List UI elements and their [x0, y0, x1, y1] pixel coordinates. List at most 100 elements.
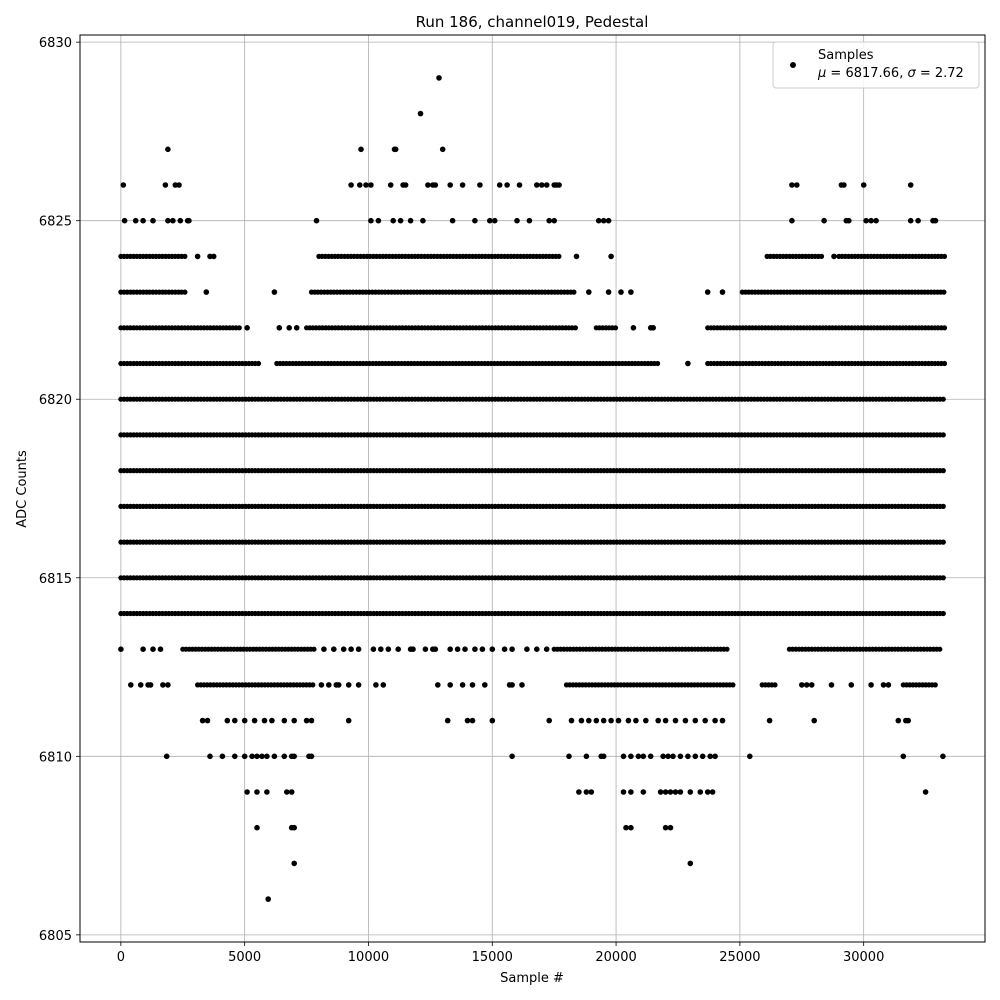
data-point — [724, 646, 730, 652]
y-tick-label: 6815 — [39, 572, 72, 587]
x-tick-label: 0 — [117, 950, 125, 965]
data-point — [496, 182, 503, 188]
data-point — [519, 682, 525, 688]
data-point — [543, 182, 550, 188]
data-point — [207, 753, 213, 760]
data-point — [620, 789, 627, 795]
data-point — [358, 146, 364, 153]
data-point — [271, 753, 278, 760]
data-point — [479, 646, 486, 652]
data-point — [534, 646, 540, 652]
data-point — [489, 646, 496, 652]
data-point — [264, 753, 270, 760]
data-point — [147, 682, 154, 688]
data-point — [265, 896, 272, 902]
data-point — [615, 717, 622, 724]
data-point — [417, 110, 424, 117]
data-point — [182, 253, 188, 259]
data-point — [573, 253, 580, 260]
plot-frame — [79, 34, 986, 943]
data-point — [803, 682, 810, 688]
data-point — [905, 717, 911, 724]
data-point — [310, 682, 316, 688]
data-point — [730, 682, 736, 688]
data-point — [210, 253, 217, 260]
data-point — [140, 646, 146, 652]
data-point — [702, 717, 708, 724]
data-point — [165, 146, 171, 153]
data-point — [308, 717, 315, 724]
data-point — [808, 682, 815, 688]
data-point — [284, 789, 290, 795]
data-point — [907, 182, 914, 188]
data-point — [454, 646, 461, 652]
data-point — [794, 182, 800, 188]
data-point — [526, 217, 533, 224]
data-point — [176, 182, 182, 188]
data-point — [118, 646, 124, 652]
legend-box — [772, 41, 980, 89]
data-point — [662, 717, 669, 724]
data-point — [697, 789, 704, 795]
data-point — [660, 753, 666, 760]
data-point — [254, 753, 260, 760]
data-point — [335, 682, 342, 688]
data-point — [291, 753, 298, 760]
data-point — [605, 289, 612, 295]
data-point — [271, 289, 278, 295]
data-point — [568, 717, 575, 724]
data-point — [232, 753, 238, 760]
data-point — [650, 325, 656, 331]
data-point — [432, 182, 439, 188]
data-point — [940, 503, 946, 509]
data-point — [940, 753, 946, 760]
data-point — [163, 753, 170, 760]
data-point — [410, 646, 416, 652]
data-point — [940, 610, 946, 617]
data-point — [655, 360, 661, 367]
data-point — [593, 717, 600, 724]
data-point — [799, 682, 805, 688]
data-point — [578, 717, 585, 724]
legend-entry-samples: Samples — [818, 48, 874, 63]
data-point — [628, 789, 634, 795]
data-point — [165, 217, 171, 224]
data-point — [439, 146, 446, 153]
data-point — [572, 325, 579, 331]
data-point — [707, 753, 713, 760]
data-point — [462, 646, 468, 652]
data-point — [261, 717, 268, 724]
data-point — [940, 468, 946, 474]
data-point — [818, 253, 825, 259]
data-point — [895, 717, 902, 724]
data-point — [543, 646, 550, 652]
data-point — [583, 789, 590, 795]
data-point — [640, 753, 647, 760]
data-point — [469, 717, 476, 724]
data-point — [269, 717, 275, 724]
data-point — [244, 789, 250, 795]
data-point — [472, 217, 478, 224]
data-point — [868, 682, 874, 688]
data-point — [885, 682, 892, 688]
data-point — [628, 289, 634, 295]
data-point — [941, 325, 948, 331]
data-point — [546, 217, 552, 224]
data-point — [128, 682, 134, 688]
data-point — [232, 717, 238, 724]
data-point — [704, 789, 711, 795]
data-point — [687, 789, 694, 795]
data-point — [509, 753, 515, 760]
data-point — [685, 360, 691, 367]
data-point — [363, 182, 369, 188]
data-point — [276, 325, 283, 331]
data-point — [556, 253, 562, 259]
data-point — [600, 217, 607, 224]
data-point — [132, 217, 139, 224]
data-point — [772, 682, 778, 688]
data-point — [682, 717, 689, 724]
data-point — [831, 253, 837, 260]
data-point — [186, 217, 192, 224]
data-point — [375, 217, 382, 224]
